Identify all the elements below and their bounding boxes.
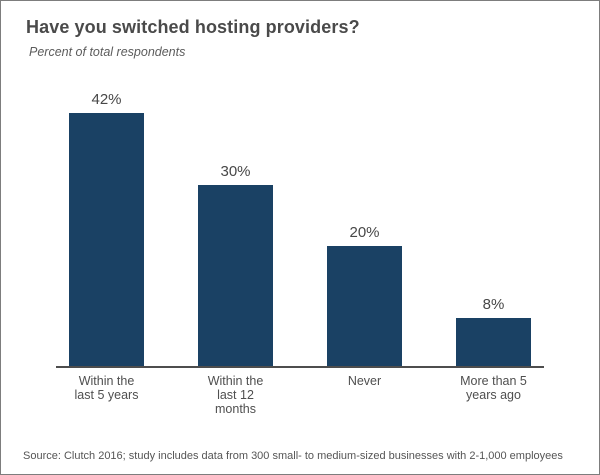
bar — [69, 113, 144, 366]
bar-category-label: Within the last 5 years — [74, 374, 139, 402]
source-note: Source: Clutch 2016; study includes data… — [23, 450, 563, 462]
bar-value-label: 8% — [482, 296, 505, 313]
bar — [456, 318, 531, 366]
x-axis-line — [56, 366, 544, 368]
bar-category-label: More than 5 years ago — [460, 374, 527, 402]
chart-subtitle: Percent of total respondents — [29, 45, 186, 59]
bar-category-label: Within the last 12 months — [207, 374, 264, 416]
bar — [198, 185, 273, 366]
bar-value-label: 20% — [349, 224, 380, 241]
bar-value-label: 42% — [91, 91, 122, 108]
bar-value-label: 30% — [220, 163, 251, 180]
chart-title: Have you switched hosting providers? — [26, 17, 360, 37]
bar — [327, 246, 402, 366]
bar-category-label: Never — [347, 374, 382, 388]
